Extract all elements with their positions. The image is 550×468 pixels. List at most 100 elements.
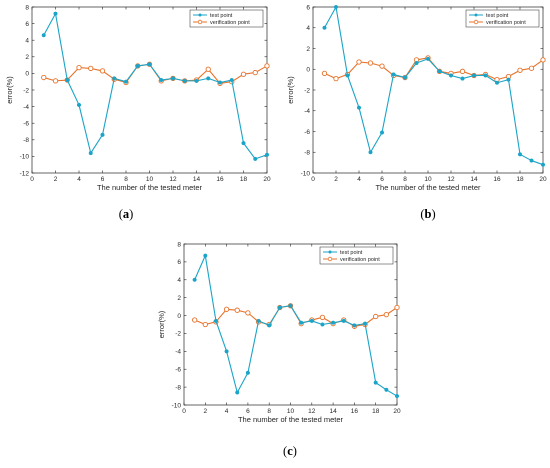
x-tick-label: 10 — [146, 176, 154, 183]
data-point — [540, 57, 546, 63]
data-point — [506, 77, 511, 82]
data-point — [529, 158, 534, 163]
x-tick-label: 20 — [263, 176, 271, 183]
legend-swatch-marker — [474, 13, 478, 17]
data-point — [229, 77, 234, 83]
x-tick-label: 8 — [403, 176, 407, 183]
legend-entry-label: test point — [340, 250, 363, 256]
data-point — [41, 74, 47, 81]
x-tick-label: 6 — [246, 408, 250, 415]
data-point — [437, 69, 442, 74]
y-axis-label: error(%) — [286, 76, 295, 104]
data-point — [76, 64, 82, 71]
panel-caption: (c) — [283, 444, 297, 458]
x-tick-label: 16 — [351, 408, 359, 415]
y-tick-label: -8 — [23, 137, 29, 144]
data-point — [414, 60, 419, 66]
caption-close-paren: ) — [293, 444, 297, 458]
x-tick-label: 18 — [372, 408, 380, 415]
data-point — [333, 75, 339, 82]
data-point — [100, 132, 105, 137]
y-tick-label: 6 — [177, 259, 181, 266]
chart-a: 0 2 4 6 8 10 12 14 16 18 20-12-10-8-6-4-202468The … — [5, 4, 271, 221]
legend-entry-label: test point — [486, 13, 509, 19]
x-tick-label: 2 — [334, 176, 338, 183]
y-tick-label: 0 — [25, 71, 29, 78]
data-point — [264, 152, 270, 157]
y-tick-label: -10 — [301, 170, 311, 177]
data-point — [494, 80, 500, 85]
data-point — [356, 105, 362, 110]
data-point — [264, 63, 270, 69]
data-point — [394, 394, 400, 399]
legend-entry-label: verification point — [210, 20, 250, 26]
x-tick-label: 10 — [287, 408, 295, 415]
data-point — [319, 314, 326, 320]
y-tick-label: 0 — [177, 313, 181, 320]
data-point — [52, 78, 59, 84]
x-tick-label: 16 — [493, 176, 501, 183]
data-point — [517, 152, 523, 157]
y-tick-label: 4 — [306, 25, 310, 32]
x-axis-label: The number of the tested meter — [97, 183, 203, 192]
legend-swatch-marker — [327, 256, 333, 262]
data-point — [309, 318, 314, 323]
data-point — [373, 380, 378, 385]
x-tick-label: 14 — [470, 176, 478, 183]
y-tick-label: 8 — [177, 241, 181, 248]
data-point — [299, 320, 304, 325]
y-tick-label: 4 — [25, 38, 29, 45]
data-point — [368, 150, 373, 155]
data-point — [321, 70, 328, 77]
plot-frame — [31, 6, 268, 174]
data-point — [65, 77, 70, 83]
x-tick-label: 6 — [101, 176, 105, 183]
y-tick-label: -4 — [23, 104, 29, 111]
x-tick-label: 2 — [54, 176, 58, 183]
series-test-point — [322, 4, 546, 167]
y-tick-label: -6 — [175, 367, 181, 374]
data-point — [235, 390, 240, 395]
data-point — [425, 56, 431, 61]
data-point — [191, 317, 198, 323]
data-point — [223, 306, 230, 312]
legend-swatch-marker — [328, 250, 332, 254]
x-tick-label: 12 — [308, 408, 316, 415]
y-tick-label: -2 — [304, 87, 310, 94]
caption-open-paren: ( — [420, 207, 424, 221]
y-axis-label: error(%) — [5, 76, 14, 104]
data-point — [203, 253, 208, 258]
data-point — [540, 162, 546, 167]
panel-caption: (b) — [420, 207, 435, 221]
legend-swatch-marker — [197, 19, 203, 25]
caption-open-paren: ( — [283, 444, 287, 458]
y-tick-label: 8 — [25, 4, 29, 11]
data-point — [253, 156, 258, 161]
data-point — [135, 63, 140, 68]
y-tick-label: -2 — [175, 331, 181, 338]
data-point — [147, 62, 152, 67]
y-tick-label: -6 — [304, 129, 310, 136]
x-tick-label: 8 — [267, 408, 271, 415]
y-tick-label: -6 — [23, 121, 29, 128]
x-tick-label: 12 — [447, 176, 455, 183]
data-point — [331, 320, 336, 325]
x-tick-label: 18 — [240, 176, 248, 183]
x-tick-label: 6 — [380, 176, 384, 183]
y-tick-label: -10 — [20, 154, 30, 161]
series-test-point — [41, 11, 270, 161]
data-point — [217, 80, 223, 85]
data-point — [88, 151, 93, 156]
data-point — [394, 304, 400, 311]
y-tick-label: 4 — [177, 277, 181, 284]
caption-letter: b — [425, 207, 432, 221]
x-tick-label: 4 — [225, 408, 229, 415]
data-point — [402, 75, 408, 80]
y-tick-label: 2 — [25, 54, 29, 61]
data-point — [379, 63, 385, 69]
